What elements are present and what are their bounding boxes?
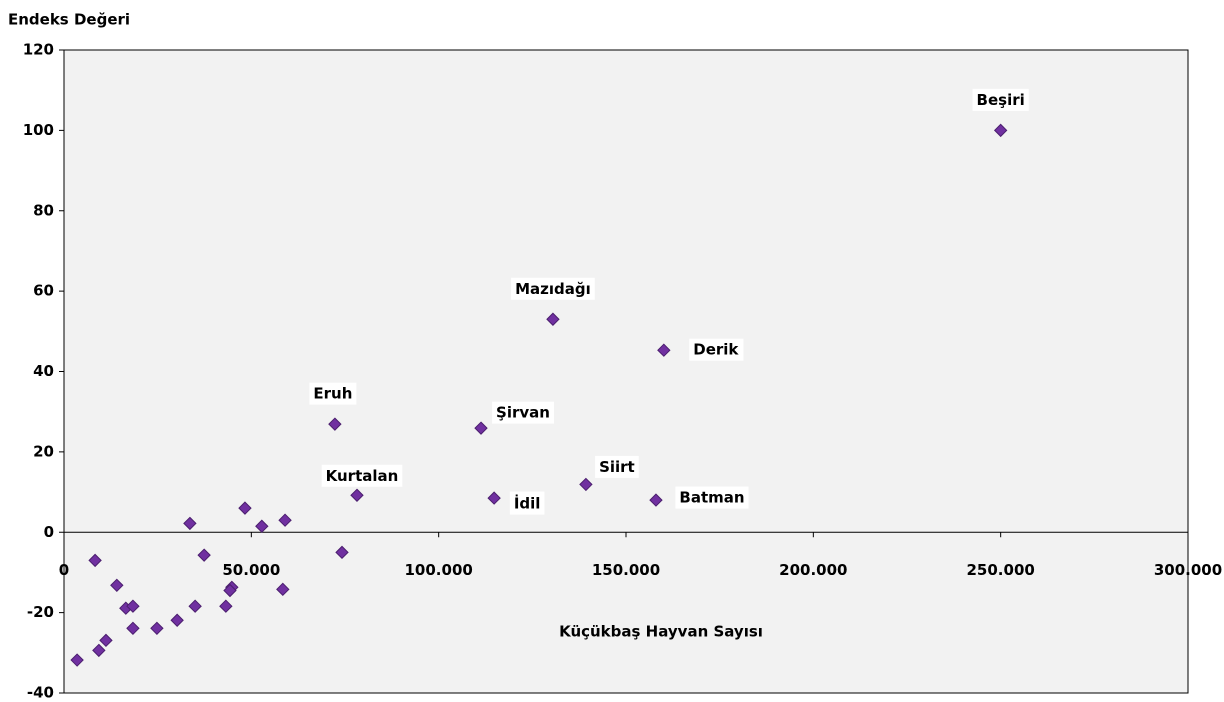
label-background <box>675 486 749 509</box>
point <box>350 488 364 502</box>
point <box>99 633 113 648</box>
x-tick-label: 50.000 <box>222 561 280 579</box>
y-tick-label: -20 <box>27 603 54 621</box>
point-label: Kurtalan <box>326 467 399 485</box>
point <box>238 501 252 515</box>
x-tick-label: 0 <box>59 561 69 579</box>
x-tick-label: 150.000 <box>592 561 660 579</box>
point <box>993 123 1008 138</box>
x-tick-label: 250.000 <box>967 561 1035 579</box>
point <box>150 621 164 636</box>
point <box>223 583 237 598</box>
point <box>335 545 349 560</box>
point-label: Derik <box>693 341 739 359</box>
point <box>110 578 124 593</box>
x-tick-label: 300.000 <box>1154 561 1222 579</box>
y-tick-label: 80 <box>33 201 54 219</box>
label-background <box>509 491 545 515</box>
x-axis-title: Küçükbaş Hayvan Sayısı <box>559 623 763 641</box>
point <box>92 643 106 658</box>
point <box>657 343 671 357</box>
point <box>183 516 197 531</box>
point <box>188 599 202 613</box>
y-tick-label: 60 <box>33 282 54 300</box>
label-background <box>321 464 403 487</box>
label-background <box>689 338 744 361</box>
point <box>255 519 269 533</box>
y-tick-label: 100 <box>23 121 54 139</box>
point-label: Şirvan <box>496 404 550 422</box>
point <box>487 491 501 505</box>
label-background <box>972 88 1029 111</box>
point <box>328 417 342 431</box>
point <box>474 421 488 435</box>
point-label: Mazıdağı <box>515 280 591 298</box>
point <box>126 621 140 636</box>
point <box>278 513 292 527</box>
point <box>649 493 663 507</box>
label-background <box>511 277 595 300</box>
label-background <box>492 401 554 424</box>
y-tick-label: -40 <box>27 684 54 702</box>
y-tick-label: 0 <box>44 523 54 541</box>
y-tick-label: 40 <box>33 362 54 380</box>
point-label: Beşiri <box>977 91 1025 109</box>
point-label: Eruh <box>313 385 352 403</box>
point <box>579 477 593 492</box>
point-label: Siirt <box>599 458 635 476</box>
y-tick-label: 20 <box>33 442 54 460</box>
point <box>70 653 84 667</box>
point <box>276 582 290 597</box>
plot-area <box>63 49 1189 694</box>
point <box>219 599 233 613</box>
point <box>197 548 211 562</box>
point <box>546 312 560 326</box>
y-tick-label: 120 <box>23 41 54 59</box>
x-tick-label: 100.000 <box>405 561 473 579</box>
point-label: İdil <box>514 494 541 513</box>
label-background <box>309 382 357 405</box>
x-tick-label: 200.000 <box>779 561 847 579</box>
point <box>88 553 102 568</box>
y-axis-title: Endeks Değeri <box>8 11 130 29</box>
point <box>126 599 140 613</box>
label-background <box>595 455 639 478</box>
point <box>170 613 184 627</box>
point-label: Batman <box>679 489 744 507</box>
